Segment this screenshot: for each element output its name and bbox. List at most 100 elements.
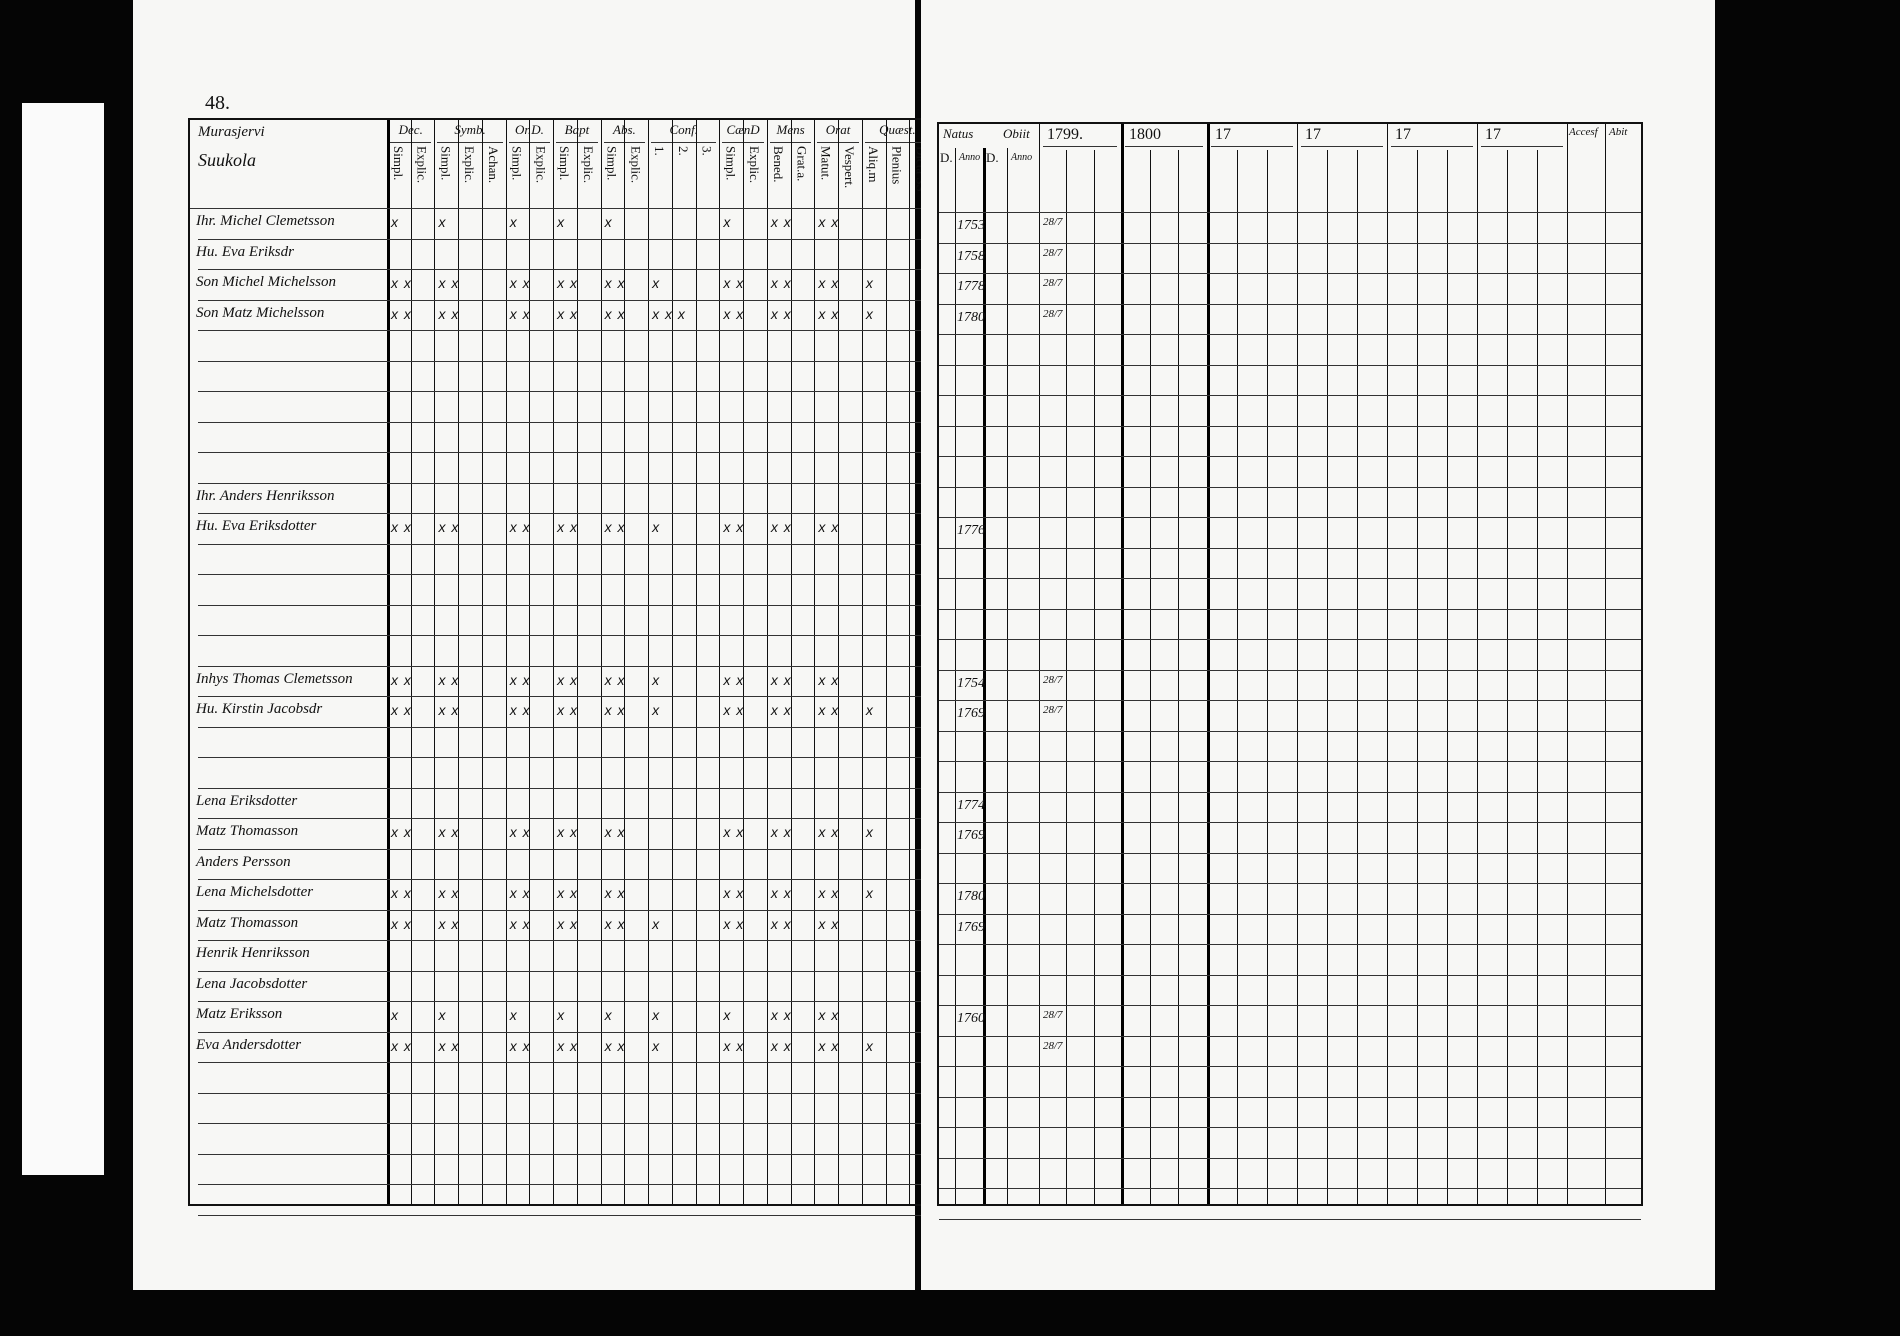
row-rule: [939, 883, 1641, 884]
column-group-header: Quæst.: [879, 122, 916, 137]
communion-mark: x x: [723, 824, 745, 840]
row-rule: [198, 391, 1028, 392]
column-group-header: Conf.: [669, 122, 699, 137]
communion-mark: x: [652, 275, 661, 291]
subcolumn-divider: [481, 120, 483, 1204]
row-rule: [939, 517, 1641, 518]
row-rule: [198, 757, 1028, 758]
subcolumn-header: Achan.: [485, 146, 501, 184]
birth-year: 1778: [957, 279, 985, 294]
communion-mark: x x: [391, 702, 412, 718]
communion-mark: x: [652, 671, 661, 688]
communion-mark: x x: [604, 671, 626, 688]
row-rule: [198, 1092, 1028, 1094]
year-subdivider: [1267, 150, 1268, 1204]
row-rule: [198, 879, 1028, 880]
communion-mark: x x: [557, 519, 579, 535]
communion-mark: x x: [818, 671, 840, 688]
group-divider: [766, 120, 768, 1204]
d-header: D.: [940, 150, 953, 165]
year-divider: [1121, 124, 1124, 1204]
row-rule: [198, 909, 1028, 911]
year-subdivider: [1178, 150, 1180, 1204]
year-header-rule: [1043, 146, 1117, 147]
communion-mark: x: [652, 1037, 661, 1054]
birth-year: 1774: [957, 797, 985, 813]
communion-mark: x x: [818, 1007, 840, 1023]
year-subdivider: [1507, 150, 1508, 1204]
row-rule: [939, 273, 1641, 274]
communion-mark: x x: [557, 824, 579, 840]
row-rule: [198, 604, 1028, 606]
row-rule: [939, 944, 1641, 945]
communion-mark: x x: [509, 885, 531, 901]
subcolumn-header: Plenius: [889, 146, 905, 185]
communion-mark: x x: [438, 702, 460, 718]
communion-mark: x: [652, 519, 661, 535]
birth-year: 1754: [957, 675, 985, 691]
row-rule: [198, 574, 1028, 575]
year-subdivider: [1537, 150, 1538, 1204]
row-rule: [939, 730, 1641, 732]
year-subdivider: [1357, 150, 1358, 1204]
subcolumn-divider: [671, 120, 673, 1204]
left-page: 48. Murasjervi Suukola Dec. Simpl. Explic.…: [133, 0, 1030, 1290]
communion-mark: x x: [509, 1037, 531, 1054]
year-divider: [1387, 124, 1388, 1204]
row-rule: [939, 822, 1641, 823]
communion-mark: x x: [818, 275, 840, 291]
communion-mark: x x: [438, 915, 460, 932]
natus-obiit-divider: [983, 148, 986, 1204]
communion-mark: x x: [770, 885, 792, 901]
year-divider: [1477, 124, 1478, 1204]
communion-date: 28/7: [1043, 277, 1063, 289]
communion-mark: x x: [723, 915, 745, 932]
communion-mark: x x: [723, 1037, 745, 1054]
communion-mark: x x: [723, 702, 745, 718]
year-divider: [1039, 124, 1040, 1204]
person-name: Hu. Kirstin Jacobsdr: [196, 701, 323, 717]
row-rule: [939, 456, 1641, 457]
birth-year: 1753: [957, 218, 985, 233]
communion-mark: x x: [438, 275, 460, 291]
person-name: Ihr. Michel Clemetsson: [196, 213, 335, 229]
communion-mark: x x: [770, 702, 792, 718]
communion-mark: x x: [818, 915, 840, 932]
communion-mark: x: [438, 1007, 447, 1023]
group-divider: [505, 120, 507, 1204]
person-name: Inhys Thomas Clemetsson: [196, 670, 353, 687]
communion-mark: x x: [509, 824, 531, 840]
row-rule: [939, 547, 1641, 549]
person-name: Hu. Eva Eriksdr: [196, 243, 294, 260]
row-rule: [198, 818, 1028, 819]
communion-mark: x x: [557, 275, 579, 291]
communion-mark: x x: [723, 519, 745, 535]
group-divider: [719, 120, 721, 1204]
communion-mark: x x x: [652, 305, 686, 322]
row-rule: [939, 1157, 1641, 1159]
person-name: Matz Eriksson: [196, 1006, 283, 1022]
row-rule: [939, 364, 1641, 366]
communion-mark: x x: [604, 519, 626, 535]
communion-mark: x: [652, 702, 661, 718]
obiit-d-header: D.: [986, 150, 999, 165]
subcolumn-divider: [529, 120, 531, 1204]
row-rule: [190, 208, 1028, 209]
person-name: Matz Thomasson: [196, 823, 299, 839]
subcolumn-header: Explic.: [462, 146, 478, 184]
row-rule: [198, 513, 1028, 514]
communion-date: 28/7: [1043, 246, 1063, 259]
communion-mark: x x: [438, 519, 460, 535]
communion-mark: x x: [770, 671, 792, 688]
communion-mark: x x: [770, 1037, 792, 1054]
communion-mark: x x: [391, 915, 412, 932]
subcolumn-divider: [410, 120, 412, 1204]
birth-year: 1769: [957, 828, 985, 843]
person-name: Lena Eriksdotter: [196, 792, 298, 809]
communion-mark: x x: [391, 824, 412, 840]
birth-year: 1758: [957, 248, 985, 264]
row-rule: [198, 1031, 1028, 1033]
birth-year: 1769: [957, 706, 985, 721]
row-rule: [939, 1096, 1641, 1098]
year-header-rule: [1211, 146, 1293, 147]
